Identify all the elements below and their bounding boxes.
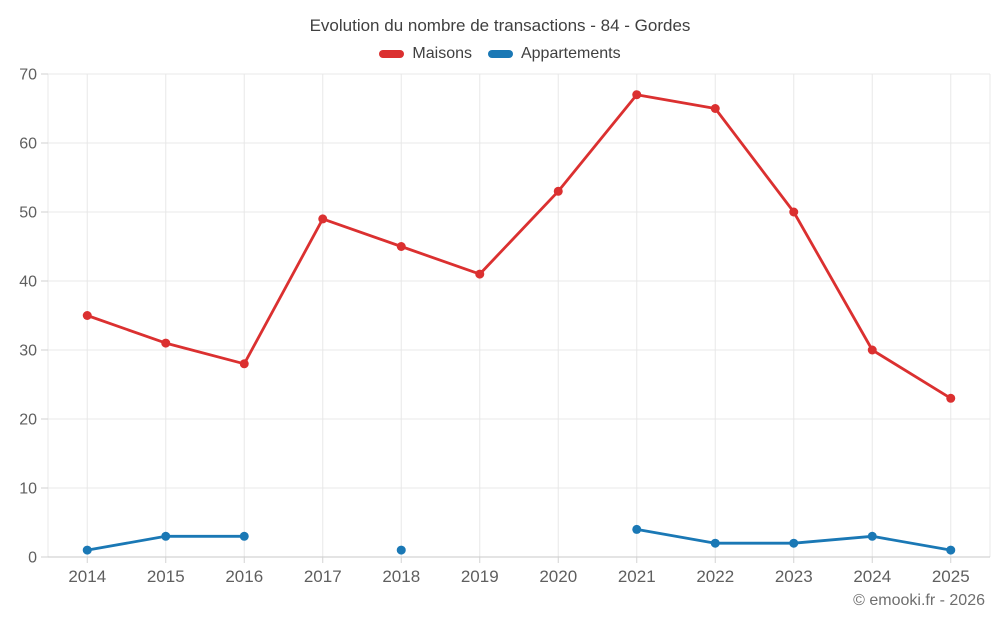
data-point-maisons xyxy=(553,186,563,196)
data-point-appartements xyxy=(161,531,171,541)
data-point-appartements xyxy=(710,538,720,548)
legend-item-appartements[interactable]: Appartements xyxy=(487,45,621,63)
data-point-appartements xyxy=(789,538,799,548)
legend-marker-maisons xyxy=(379,50,405,58)
x-axis-label: 2017 xyxy=(304,567,342,586)
x-axis-label: 2020 xyxy=(539,567,577,586)
data-point-appartements xyxy=(946,545,956,555)
data-point-maisons xyxy=(475,269,485,279)
y-axis-label: 0 xyxy=(28,550,37,567)
x-axis-label: 2025 xyxy=(932,567,970,586)
data-point-maisons xyxy=(789,207,799,217)
x-axis-label: 2023 xyxy=(775,567,813,586)
x-axis-label: 2019 xyxy=(461,567,499,586)
chart-title: Evolution du nombre de transactions - 84… xyxy=(309,16,691,35)
chart-legend: Maisons Appartements xyxy=(0,45,1000,63)
data-point-maisons xyxy=(946,393,956,403)
data-point-maisons xyxy=(867,345,877,355)
y-axis-label: 40 xyxy=(19,274,37,291)
y-axis-label: 10 xyxy=(19,481,37,498)
x-axis-label: 2018 xyxy=(382,567,420,586)
data-point-maisons xyxy=(239,359,249,369)
y-axis-label: 60 xyxy=(19,136,37,153)
x-axis-label: 2016 xyxy=(225,567,263,586)
data-point-maisons xyxy=(710,104,720,113)
x-axis-label: 2014 xyxy=(68,567,106,586)
legend-marker-appartements xyxy=(487,50,513,58)
data-point-maisons xyxy=(161,338,171,348)
data-point-appartements xyxy=(632,524,642,534)
y-axis-label: 70 xyxy=(19,67,37,84)
data-point-appartements xyxy=(867,531,877,541)
data-point-maisons xyxy=(632,90,642,100)
y-axis-label: 50 xyxy=(19,205,37,222)
x-axis-label: 2015 xyxy=(147,567,185,586)
series-line-maisons xyxy=(85,93,953,400)
data-point-maisons xyxy=(396,242,406,251)
legend-label-maisons: Maisons xyxy=(412,45,472,62)
x-axis-label: 2024 xyxy=(853,567,891,586)
data-point-appartements xyxy=(239,531,249,541)
data-point-maisons xyxy=(318,214,328,224)
y-axis-label: 30 xyxy=(19,343,37,360)
x-axis-label: 2022 xyxy=(696,567,734,586)
legend-label-appartements: Appartements xyxy=(520,45,621,62)
legend-item-maisons[interactable]: Maisons xyxy=(379,45,472,63)
data-point-appartements xyxy=(396,545,406,555)
data-point-appartements xyxy=(82,545,92,555)
copyright-text: © emooki.fr - 2026 xyxy=(853,592,985,609)
y-axis-label: 20 xyxy=(19,412,37,429)
data-point-maisons xyxy=(82,311,92,320)
x-axis-label: 2021 xyxy=(618,567,656,586)
